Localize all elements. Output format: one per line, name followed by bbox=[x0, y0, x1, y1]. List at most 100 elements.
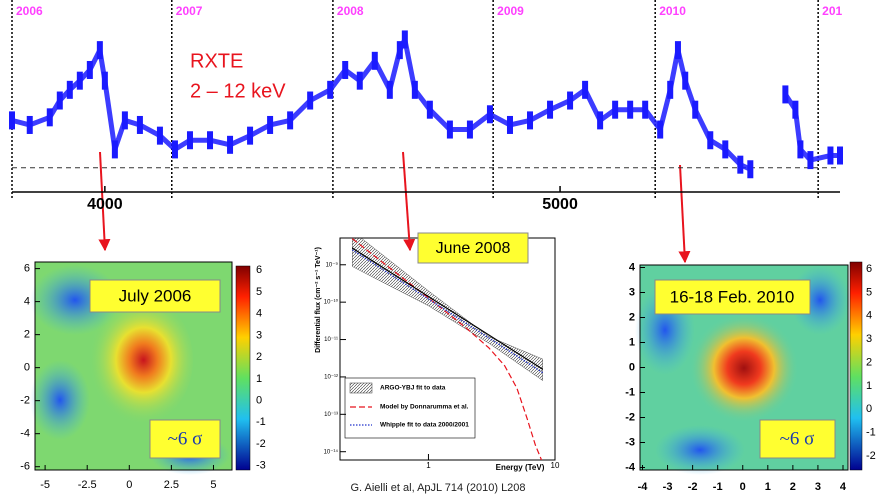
data-point bbox=[342, 60, 349, 79]
data-point bbox=[371, 51, 378, 70]
x-tick-label: -5 bbox=[40, 479, 50, 491]
data-point bbox=[396, 41, 403, 60]
spectrum-line bbox=[351, 238, 543, 460]
data-point bbox=[627, 100, 634, 119]
legend-label: Model by Donnarumma et al. bbox=[380, 404, 469, 411]
data-point bbox=[547, 100, 554, 119]
arrows bbox=[98, 151, 691, 264]
colorbar-label: 1 bbox=[866, 380, 872, 392]
data-point bbox=[76, 71, 83, 90]
data-point bbox=[747, 160, 754, 179]
map-annotation: ~6 σ bbox=[780, 428, 815, 449]
light-curve bbox=[11, 36, 840, 172]
year-label: 2007 bbox=[176, 4, 203, 18]
year-label: 201 bbox=[822, 4, 842, 18]
data-point bbox=[9, 111, 15, 130]
y-tick-label: 10⁻¹⁴ bbox=[324, 448, 339, 455]
data-point bbox=[466, 120, 473, 139]
lc-label: 2 – 12 keV bbox=[190, 80, 286, 102]
data-point bbox=[426, 100, 433, 119]
data-point bbox=[506, 115, 513, 134]
data-point bbox=[782, 85, 789, 104]
y-tick-label: -4 bbox=[625, 461, 636, 473]
y-tick-label: 2 bbox=[24, 329, 30, 341]
year-label: 2010 bbox=[659, 4, 686, 18]
data-point bbox=[207, 131, 214, 150]
data-point bbox=[737, 155, 744, 174]
y-tick-label: 3 bbox=[629, 286, 635, 298]
data-point bbox=[356, 71, 363, 90]
data-point bbox=[827, 146, 834, 165]
x-tick-label: 2.5 bbox=[164, 479, 179, 491]
data-point bbox=[722, 140, 729, 159]
data-point bbox=[96, 41, 103, 60]
title-box bbox=[417, 232, 529, 264]
data-point bbox=[567, 91, 574, 110]
data-point bbox=[101, 71, 108, 90]
map-title: July 2006 bbox=[119, 286, 192, 305]
spectrum-plot bbox=[351, 238, 544, 460]
y-tick-label: -2 bbox=[20, 395, 30, 407]
spectrum-line bbox=[351, 247, 544, 370]
map-title: 16-18 Feb. 2010 bbox=[670, 287, 795, 306]
year-label: 2006 bbox=[16, 4, 43, 18]
x-tick-label: 2 bbox=[790, 481, 796, 493]
data-point bbox=[612, 100, 619, 119]
data-point bbox=[121, 111, 128, 130]
x-tick-label: -1 bbox=[713, 481, 723, 493]
y-tick-label: -4 bbox=[20, 428, 30, 440]
x-tick-label: 0 bbox=[126, 479, 132, 491]
y-tick-label: 0 bbox=[629, 361, 635, 373]
x-tick-label: 4 bbox=[840, 481, 847, 493]
y-tick-label: 10⁻¹¹ bbox=[324, 337, 338, 343]
y-tick-label: 1 bbox=[629, 336, 635, 348]
data-point bbox=[111, 140, 118, 159]
data-point bbox=[527, 111, 534, 130]
data-point bbox=[401, 30, 408, 49]
data-point bbox=[797, 140, 804, 159]
data-point bbox=[692, 100, 699, 119]
colorbar-label: 4 bbox=[866, 310, 872, 322]
data-point bbox=[597, 111, 604, 130]
year-label: 2009 bbox=[497, 4, 524, 18]
y-tick-label: 10⁻¹² bbox=[324, 375, 338, 381]
data-point bbox=[227, 135, 234, 154]
data-point bbox=[186, 131, 193, 150]
x-tick-label: 5 bbox=[210, 479, 216, 491]
x-tick-label: 3 bbox=[815, 481, 821, 493]
data-point bbox=[446, 120, 453, 139]
y-tick-label: 10⁻⁹ bbox=[326, 261, 339, 268]
data-point bbox=[46, 108, 53, 127]
x-tick-label: -3 bbox=[663, 481, 673, 493]
colorbar-label: -2 bbox=[866, 450, 876, 462]
legend-label: ARGO-YBJ fit to data bbox=[380, 385, 446, 392]
data-point bbox=[682, 71, 689, 90]
data-point bbox=[486, 105, 493, 124]
y-tick-label: 10⁻¹⁰ bbox=[324, 299, 339, 306]
y-axis-label: Differential flux (cm⁻² s⁻¹ TeV⁻¹) bbox=[315, 247, 322, 353]
colorbar-label: 0 bbox=[866, 403, 872, 415]
data-point bbox=[386, 80, 393, 99]
colorbar-label: 6 bbox=[866, 263, 872, 275]
x-tick-label: 5000 bbox=[542, 196, 578, 213]
data-point bbox=[26, 115, 33, 134]
colorbar-label: 2 bbox=[866, 356, 872, 368]
annotation-box bbox=[759, 419, 836, 459]
spectrum-title: June 2008 bbox=[436, 240, 511, 257]
legend-label: Whipple fit to data 2000/2001 bbox=[380, 422, 469, 429]
title-box bbox=[654, 279, 811, 315]
data-point bbox=[837, 146, 843, 165]
data-point bbox=[287, 111, 294, 130]
x-tick-label: -2.5 bbox=[78, 479, 97, 491]
data-point bbox=[642, 100, 649, 119]
data-point bbox=[267, 115, 274, 134]
data-point bbox=[307, 91, 314, 110]
y-tick-label: -2 bbox=[625, 411, 635, 423]
data-point bbox=[582, 80, 589, 99]
map-annotation: ~6 σ bbox=[168, 428, 203, 449]
data-point bbox=[411, 80, 418, 99]
x-axis-label: Energy (TeV) bbox=[496, 463, 545, 472]
citation: G. Aielli et al, ApJL 714 (2010) L208 bbox=[350, 482, 525, 494]
x-tick-label: -2 bbox=[688, 481, 698, 493]
